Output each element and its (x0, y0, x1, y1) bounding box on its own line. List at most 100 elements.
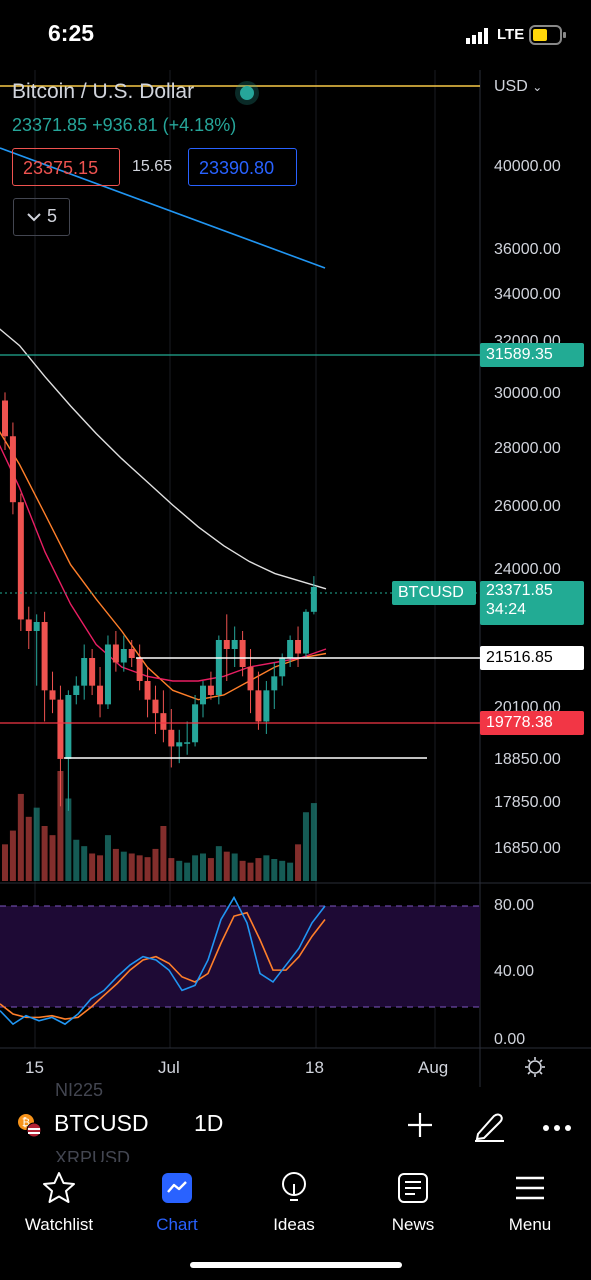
candle (33, 622, 40, 631)
candle (200, 685, 206, 705)
level-tag-mid[interactable]: 21516.85 (480, 646, 584, 670)
nav-ideas-label: Ideas (273, 1215, 315, 1234)
candle (302, 611, 309, 654)
candle (255, 690, 262, 722)
nav-watchlist[interactable]: Watchlist (9, 1170, 109, 1235)
signal-bars-icon (466, 28, 492, 44)
candle (97, 685, 104, 705)
nav-chart-label: Chart (156, 1215, 198, 1234)
star-icon (43, 1172, 75, 1203)
lightbulb-icon (282, 1172, 306, 1201)
currency-label: USD (494, 78, 528, 95)
volume-bar (271, 859, 278, 881)
price-tick: 17850.00 (494, 794, 561, 811)
candle (271, 676, 278, 691)
volume-bar (2, 844, 8, 881)
time-label-18: 18 (305, 1058, 324, 1077)
battery-icon (529, 25, 567, 45)
volume-bar (184, 862, 191, 881)
ma-blue (0, 147, 326, 269)
symbol-tag: BTCUSD (392, 581, 476, 605)
price-tick: 36000.00 (494, 241, 561, 258)
candle (207, 685, 214, 695)
candle (239, 640, 246, 667)
price-tick: 28000.00 (494, 440, 561, 457)
time-label-15: 15 (25, 1058, 44, 1077)
chart-icon (162, 1173, 192, 1203)
candle (295, 640, 302, 654)
more-icon[interactable] (542, 1120, 572, 1131)
candle (25, 619, 32, 631)
candle (81, 658, 88, 686)
volume-bar (57, 771, 64, 881)
newspaper-icon (398, 1173, 428, 1203)
volume-bar (65, 798, 72, 881)
price-tick: 40000.00 (494, 158, 561, 175)
level-tag-low[interactable]: 19778.38 (480, 711, 584, 735)
indicators-count: 5 (47, 206, 58, 226)
svg-text:₿: ₿ (22, 1116, 30, 1129)
hamburger-icon (516, 1176, 544, 1200)
volume-bar (104, 835, 111, 881)
symbol-title: Bitcoin / U.S. Dollar (12, 80, 195, 103)
nav-menu-label: Menu (508, 1215, 552, 1234)
osc-main-line (0, 895, 326, 1026)
volume-bar (239, 860, 246, 881)
candle (128, 649, 135, 658)
indicators-toggle[interactable]: 5 (13, 198, 70, 236)
volume-bar (207, 858, 214, 881)
candle (17, 502, 24, 620)
candle (223, 640, 230, 649)
nav-chart[interactable]: Chart (127, 1170, 227, 1235)
candle (310, 587, 317, 612)
candle (176, 742, 183, 747)
candle (49, 690, 56, 700)
symbol-selector[interactable]: BTCUSD (54, 1110, 149, 1136)
nav-ideas[interactable]: Ideas (244, 1170, 344, 1235)
sell-button[interactable]: 23375.15 (12, 148, 120, 186)
price-tick: 16850.00 (494, 840, 561, 857)
spread-value: 15.65 (132, 158, 173, 175)
current-price-tag: 23371.85 34:24 (480, 581, 584, 625)
price-tick: 18850.00 (494, 751, 561, 768)
level-tag-top[interactable]: 31589.35 (480, 343, 584, 367)
candle (152, 699, 159, 714)
time-label-jul: Jul (158, 1058, 180, 1077)
osc-tick-40: 40.00 (494, 963, 535, 980)
pen-icon[interactable] (472, 1108, 506, 1142)
nav-news[interactable]: News (363, 1170, 463, 1235)
plus-icon[interactable] (406, 1111, 434, 1139)
nav-news-label: News (391, 1215, 435, 1234)
time-label-aug: Aug (418, 1058, 449, 1077)
volume-bar (17, 793, 24, 881)
nav-menu[interactable]: Menu (480, 1170, 580, 1235)
market-open-indicator (240, 86, 254, 100)
volume-bar (112, 848, 119, 881)
osc-signal-line (0, 911, 326, 1020)
candle (89, 658, 96, 686)
interval-selector[interactable]: 1D (194, 1110, 224, 1136)
candle (57, 699, 64, 759)
candle (112, 644, 119, 663)
currency-selector[interactable]: USD ⌄ (494, 78, 542, 96)
candle (247, 667, 254, 691)
volume-bar (136, 855, 143, 881)
osc-tick-0: 0.00 (494, 1031, 526, 1048)
volume-bar (73, 839, 80, 881)
volume-bar (168, 858, 175, 881)
volume-bar (215, 846, 222, 881)
settings-icon[interactable] (524, 1056, 546, 1078)
volume-bar (128, 853, 135, 881)
candle (65, 695, 72, 759)
buy-button[interactable]: 23390.80 (188, 148, 297, 186)
candle (144, 681, 151, 700)
volume-bar (310, 803, 317, 881)
ghost-symbol-above: NI225 (55, 1080, 104, 1100)
volume-bar (9, 830, 16, 881)
bitcoin-icon: ₿ (16, 1112, 42, 1138)
price-tick: 26000.00 (494, 498, 561, 515)
price-chart[interactable] (0, 70, 591, 1087)
candle (73, 685, 80, 695)
candle (120, 649, 127, 663)
volume-bar (152, 848, 159, 881)
